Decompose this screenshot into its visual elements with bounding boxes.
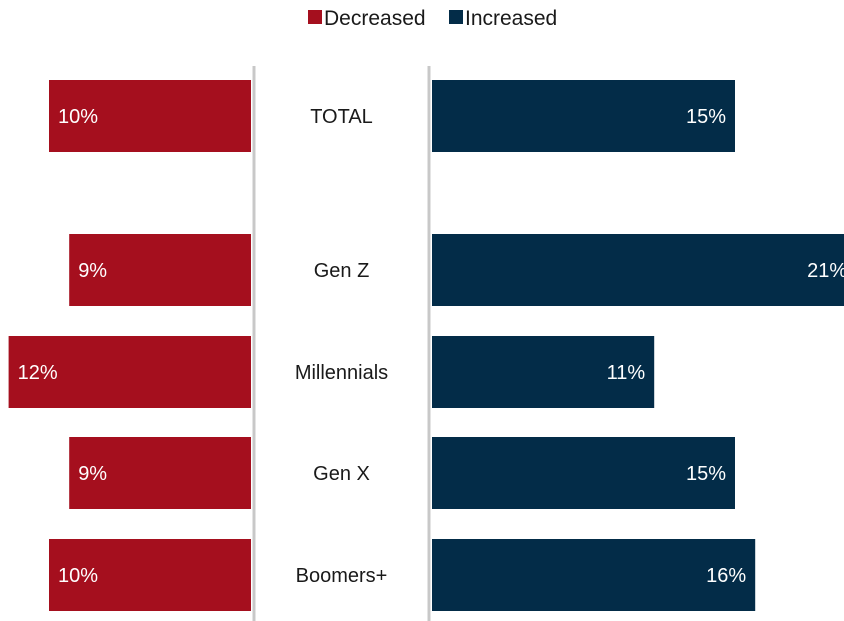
category-labels: TOTAL Gen Z Millennials Gen X Boomers+ — [295, 106, 388, 587]
legend-swatch-decreased — [308, 10, 322, 24]
bar-increased-total — [432, 80, 735, 152]
category-label-gen-x: Gen X — [313, 463, 370, 485]
data-label-decreased-total: 10% — [58, 106, 98, 128]
legend: Decreased Increased — [308, 7, 557, 30]
bar-decreased-total — [49, 80, 251, 152]
increased-series: 15% 21% 11% 15% 16% — [432, 80, 844, 611]
category-label-boomers: Boomers+ — [296, 565, 388, 587]
data-label-decreased-gen-x: 9% — [78, 463, 107, 485]
bar-decreased-gen-x — [69, 437, 251, 509]
bar-increased-millennials — [432, 336, 655, 408]
bar-increased-boomers — [432, 539, 756, 611]
bar-decreased-boomers — [49, 539, 251, 611]
category-label-millennials: Millennials — [295, 362, 388, 384]
data-label-increased-gen-z: 21% — [807, 260, 844, 282]
data-label-increased-millennials: 11% — [607, 362, 646, 384]
decreased-series: 10% 9% 12% 9% 10% — [8, 80, 251, 611]
legend-label-increased: Increased — [465, 7, 557, 30]
data-label-decreased-gen-z: 9% — [78, 260, 107, 282]
data-label-increased-total: 15% — [686, 106, 726, 128]
data-label-increased-gen-x: 15% — [686, 463, 726, 485]
category-label-total: TOTAL — [310, 106, 373, 128]
bar-increased-gen-x — [432, 437, 735, 509]
bar-increased-gen-z — [432, 234, 844, 306]
bar-decreased-millennials — [8, 336, 251, 408]
data-label-increased-boomers: 16% — [706, 565, 746, 587]
bar-decreased-gen-z — [69, 234, 251, 306]
legend-label-decreased: Decreased — [324, 7, 426, 30]
data-label-decreased-millennials: 12% — [18, 362, 58, 384]
category-label-gen-z: Gen Z — [314, 260, 370, 282]
legend-swatch-increased — [449, 10, 463, 24]
data-label-decreased-boomers: 10% — [58, 565, 98, 587]
axis-lines — [252, 66, 431, 621]
